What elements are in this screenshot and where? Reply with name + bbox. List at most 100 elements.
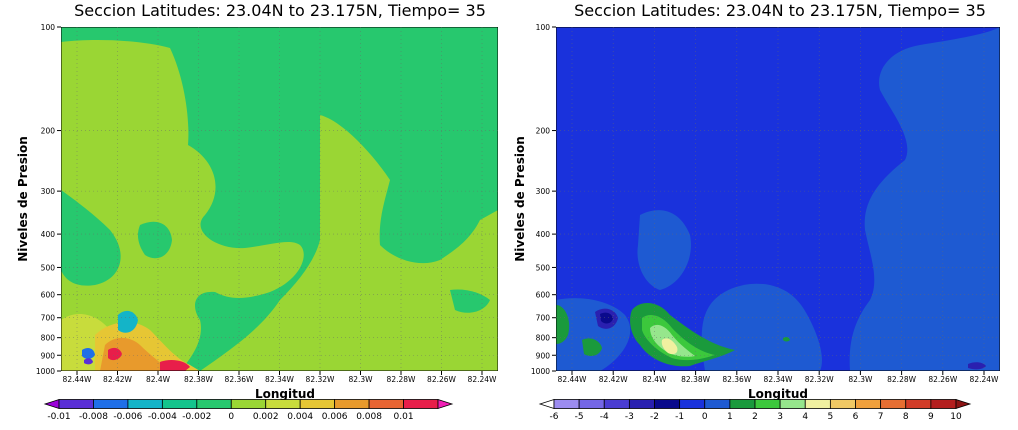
right-colorbar-label: 2: [752, 412, 758, 422]
right-contour-1-west: [556, 305, 570, 344]
left-grid: [61, 27, 498, 371]
left-chart: Seccion Latitudes: 23.04N to 23.175N, Ti…: [16, 1, 498, 422]
left-x-tick-label: 82.36W: [225, 375, 254, 384]
left-x-ticks: 82.44W 82.42W 82.4W 82.38W 82.36W 82.34W 82.32…: [63, 371, 497, 384]
right-colorbar-box: [654, 399, 681, 409]
left-field: [61, 27, 498, 371]
right-y-tick-label: 700: [536, 314, 551, 323]
left-contour-0008: [100, 337, 170, 371]
right-contour-1-tiny: [783, 336, 790, 342]
left-colorbar-box: [368, 399, 404, 409]
right-contour-1-spot: [582, 338, 602, 356]
left-contour-0002-west: [61, 40, 304, 371]
right-grid: [556, 27, 1000, 371]
right-colorbar-label: 5: [828, 412, 834, 422]
left-y-tick-label: 800: [41, 334, 56, 343]
right-colorbar-arrow-low: [538, 398, 555, 410]
right-contour-3: [650, 324, 695, 357]
left-colorbar-box: [58, 399, 94, 409]
right-y-ticks: 100 200 300 400 500 600 700 800 900 1000: [531, 23, 556, 376]
right-contour-0-blob: [637, 210, 691, 290]
right-x-ticks: 82.44W 82.42W 82.4W 82.38W 82.36W 82.34W 82.32…: [558, 371, 999, 384]
right-colorbar-box: [880, 399, 907, 409]
left-title: Seccion Latitudes: 23.04N to 23.175N, Ti…: [74, 1, 486, 20]
right-x-tick-label: 82.34W: [764, 375, 793, 384]
left-colorbar-arrow-low: [43, 398, 60, 410]
left-colorbar-box: [299, 399, 336, 409]
right-colorbar-label: -5: [575, 412, 584, 422]
left-y-tick-label: 300: [41, 187, 56, 196]
right-colorbar-box: [704, 399, 731, 409]
left-x-tick-label: 82.26W: [427, 375, 456, 384]
right-x-tick-label: 82.26W: [928, 375, 957, 384]
right-y-tick-label: 300: [536, 187, 551, 196]
right-colorbar-box: [754, 399, 781, 409]
right-contour-4: [661, 338, 678, 355]
right-colorbar-label: 7: [878, 412, 884, 422]
left-colorbar-label: -0.006: [113, 412, 142, 422]
left-colorbar-box: [127, 399, 163, 409]
right-colorbar-box: [578, 399, 605, 409]
left-x-tick-label: 82.24W: [468, 375, 497, 384]
left-colorbar-label: -0.01: [47, 412, 70, 422]
right-ylabel: Niveles de Presion: [513, 136, 527, 262]
right-contour-0-east: [849, 27, 1000, 371]
left-contour-neg-teal: [118, 310, 138, 333]
left-colorbar-label: 0.01: [394, 412, 414, 422]
right-x-tick-label: 82.36W: [722, 375, 751, 384]
left-contour-neg-purple: [84, 358, 93, 365]
right-colorbar-label: 0: [702, 412, 708, 422]
left-colorbar-box: [334, 399, 370, 409]
right-x-tick-label: 82.42W: [599, 375, 628, 384]
right-colorbar-box: [905, 399, 932, 409]
left-colorbar-label: 0: [228, 412, 234, 422]
left-x-tick-label: 82.28W: [387, 375, 416, 384]
left-colorbar-label: 0.002: [253, 412, 279, 422]
right-colorbar-label: 8: [903, 412, 909, 422]
right-y-tick-label: 900: [536, 351, 551, 360]
right-colorbar-label: -2: [650, 412, 659, 422]
left-colorbar-box: [230, 399, 267, 409]
right-colorbar-label: 10: [950, 412, 962, 422]
left-contour-001-red2: [160, 359, 190, 371]
right-x-tick-label: 82.32W: [805, 375, 834, 384]
left-colorbar-box: [265, 399, 301, 409]
right-colorbar: -6 -5 -4 -3 -2 -1 0 1 2 3 4 5 6 7 8 9 10: [538, 398, 972, 422]
right-y-tick-label: 500: [536, 263, 551, 272]
left-colorbar-label: 0.008: [356, 412, 382, 422]
left-contour-001-red: [108, 347, 122, 361]
right-colorbar-box: [804, 399, 831, 409]
left-colorbar-box: [161, 399, 198, 409]
right-y-tick-label: 600: [536, 291, 551, 300]
right-colorbar-box: [779, 399, 806, 409]
left-y-tick-label: 600: [41, 291, 56, 300]
right-xlabel: Longitud: [748, 387, 808, 401]
right-y-tick-label: 800: [536, 334, 551, 343]
right-colorbar-label: 9: [928, 412, 934, 422]
left-contour-0002-east: [200, 115, 498, 371]
left-contour-neg-blue: [82, 347, 95, 359]
left-y-tick-label: 1000: [36, 367, 55, 376]
right-y-tick-label: 100: [536, 23, 551, 32]
left-x-tick-label: 82.32W: [306, 375, 335, 384]
left-y-tick-label: 700: [41, 314, 56, 323]
left-colorbar-arrow-high: [437, 398, 454, 410]
right-colorbar-box: [729, 399, 756, 409]
left-contour-0-tongue: [61, 190, 121, 286]
left-y-tick-label: 500: [41, 263, 56, 272]
left-y-ticks: 100 200 300 400 500 600 700 800 900 1000: [36, 23, 61, 376]
left-colorbar-label: -0.004: [148, 412, 177, 422]
left-y-tick-label: 100: [41, 23, 56, 32]
right-colorbar-box: [553, 399, 580, 409]
right-colorbar-label: -6: [550, 412, 559, 422]
left-colorbar-label: -0.008: [79, 412, 108, 422]
right-x-tick-label: 82.24W: [970, 375, 999, 384]
right-x-tick-label: 82.3W: [848, 375, 873, 384]
right-title: Seccion Latitudes: 23.04N to 23.175N, Ti…: [574, 1, 986, 20]
right-colorbar-label: 1: [727, 412, 733, 422]
right-colorbar-box: [930, 399, 957, 409]
right-colorbar-label: -4: [600, 412, 609, 422]
right-x-tick-label: 82.4W: [642, 375, 667, 384]
left-colorbar: -0.01 -0.008 -0.006 -0.004 -0.002 0 0.002 0.004…: [43, 398, 454, 422]
